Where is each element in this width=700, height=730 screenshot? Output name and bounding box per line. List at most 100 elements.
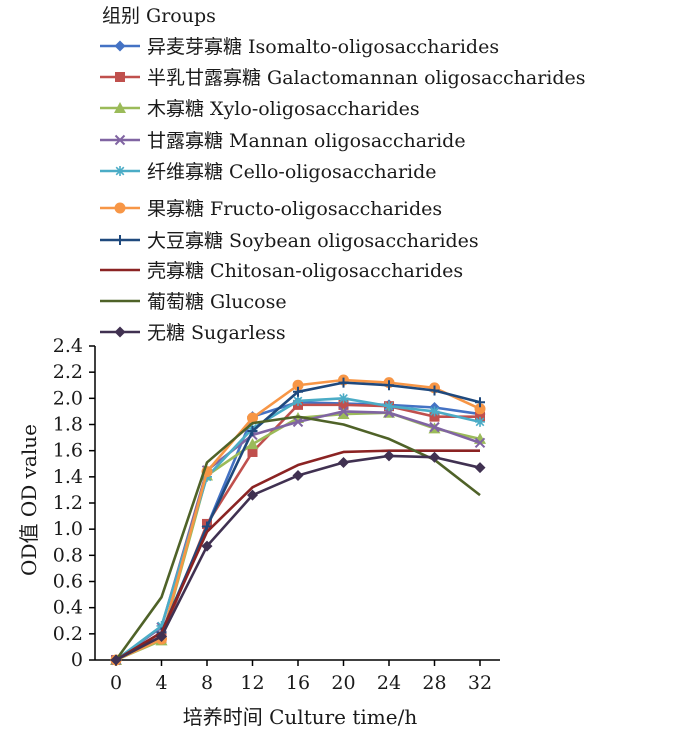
legend: 组别 Groups 异麦芽寡糖 Isomalto-oligosaccharide… (100, 5, 586, 344)
data-point (293, 386, 303, 397)
y-tick-label: 1.2 (53, 492, 83, 514)
legend-item: 木寡糖 Xylo-oligosaccharides (100, 98, 420, 120)
data-point (247, 489, 258, 501)
data-point (110, 654, 122, 666)
legend-label: 大豆寡糖 Soybean oligosaccharides (147, 230, 479, 252)
y-axis-title: OD值 OD value (17, 424, 41, 576)
data-point (292, 379, 304, 391)
y-tick-label: 1.4 (53, 466, 83, 488)
data-point (338, 377, 349, 388)
legend-label: 半乳甘露寡糖 Galactomannan oligosaccharides (147, 67, 586, 89)
legend-marker (114, 40, 126, 52)
series-line (115, 449, 480, 662)
legend-label: 壳寡糖 Chitosan-oligosaccharides (147, 260, 463, 282)
data-point (202, 521, 212, 532)
data-point (475, 411, 485, 422)
legend-marker (114, 202, 126, 214)
x-tick-label: 8 (201, 672, 213, 694)
data-point (156, 620, 167, 631)
legend-label: 木寡糖 Xylo-oligosaccharides (147, 98, 420, 120)
legend-title: 组别 Groups (102, 5, 216, 27)
legend-marker (115, 72, 125, 82)
legend-label: 果寡糖 Fructo-oligosaccharides (147, 198, 442, 220)
x-tick-label: 4 (155, 672, 167, 694)
x-tick-label: 0 (110, 672, 122, 694)
data-point (474, 403, 486, 415)
data-point (429, 411, 440, 422)
series-10 (110, 450, 486, 666)
data-point (247, 446, 258, 457)
data-point (338, 393, 349, 404)
legend-item: 甘露寡糖 Mannan oligosaccharide (100, 130, 466, 152)
legend-item: 半乳甘露寡糖 Galactomannan oligosaccharides (100, 67, 586, 89)
data-point (383, 450, 395, 462)
data-point (246, 438, 259, 450)
legend-label: 葡萄糖 Glucose (147, 291, 287, 313)
series-9 (114, 415, 481, 661)
y-tick-label: 1.6 (53, 440, 83, 462)
legend-marker (114, 102, 126, 113)
legend-label: 纤维寡糖 Cello-oligosaccharide (147, 161, 437, 183)
data-point (337, 408, 350, 420)
legend-label: 无糖 Sugarless (147, 322, 286, 344)
legend-marker (114, 134, 126, 146)
legend-marker (115, 235, 125, 245)
x-tick-label: 24 (377, 672, 401, 694)
y-tick-label: 0 (71, 649, 83, 671)
y-tick-label: 2.2 (53, 361, 83, 383)
legend-marker (115, 166, 125, 176)
y-tick-label: 2.0 (53, 387, 83, 409)
y-tick-label: 0.6 (53, 571, 83, 593)
legend-item: 壳寡糖 Chitosan-oligosaccharides (100, 260, 463, 282)
y-tick-label: 1.8 (53, 414, 83, 436)
data-point (429, 385, 440, 396)
legend-item: 果寡糖 Fructo-oligosaccharides (100, 198, 442, 220)
series-8 (115, 449, 480, 662)
series-line (114, 415, 481, 661)
series-line (115, 410, 481, 662)
series-line (115, 403, 480, 662)
data-point (201, 540, 213, 552)
data-point (156, 630, 167, 642)
legend-label: 甘露寡糖 Mannan oligosaccharide (147, 130, 466, 152)
legend-label: 异麦芽寡糖 Isomalto-oligosaccharides (147, 36, 499, 58)
data-point (338, 456, 349, 468)
data-point (338, 399, 349, 410)
y-tick-label: 0.4 (53, 597, 83, 619)
legend-marker (114, 326, 126, 338)
data-point (475, 416, 485, 427)
data-point (474, 437, 486, 449)
y-tick-label: 1.0 (53, 518, 83, 540)
data-point (384, 380, 394, 391)
series-line (115, 454, 481, 662)
legend-item: 大豆寡糖 Soybean oligosaccharides (100, 230, 479, 252)
data-point (292, 470, 304, 482)
x-axis-title: 培养时间 Culture time/h (183, 705, 418, 729)
data-point (247, 412, 258, 424)
y-tick-label: 0.2 (53, 623, 83, 645)
data-point (429, 421, 440, 433)
legend-item: 葡萄糖 Glucose (100, 291, 287, 313)
axes: 0 0.2 0.4 0.6 0.8 1.0 1.2 1.4 1.6 1.8 2.0 2.2 2.4 0 4 8… (53, 335, 500, 694)
x-tick-label: 20 (331, 672, 355, 694)
data-point (429, 451, 440, 463)
y-tick-label: 0.8 (53, 544, 83, 566)
data-point (338, 406, 349, 417)
x-tick-label: 16 (286, 672, 310, 694)
data-point (293, 395, 303, 406)
x-tick-label: 32 (468, 672, 492, 694)
data-point (474, 462, 486, 474)
y-tick-label: 2.4 (53, 335, 83, 357)
data-point (429, 406, 440, 417)
data-point (384, 401, 394, 412)
data-point (292, 416, 304, 428)
data-point (475, 397, 485, 408)
x-tick-label: 28 (422, 672, 446, 694)
series-line (115, 400, 481, 662)
x-tick-label: 12 (240, 672, 264, 694)
plot-area (110, 374, 486, 666)
legend-item: 纤维寡糖 Cello-oligosaccharide (100, 161, 437, 183)
legend-item: 异麦芽寡糖 Isomalto-oligosaccharides (100, 36, 499, 58)
legend-item: 无糖 Sugarless (100, 322, 286, 344)
